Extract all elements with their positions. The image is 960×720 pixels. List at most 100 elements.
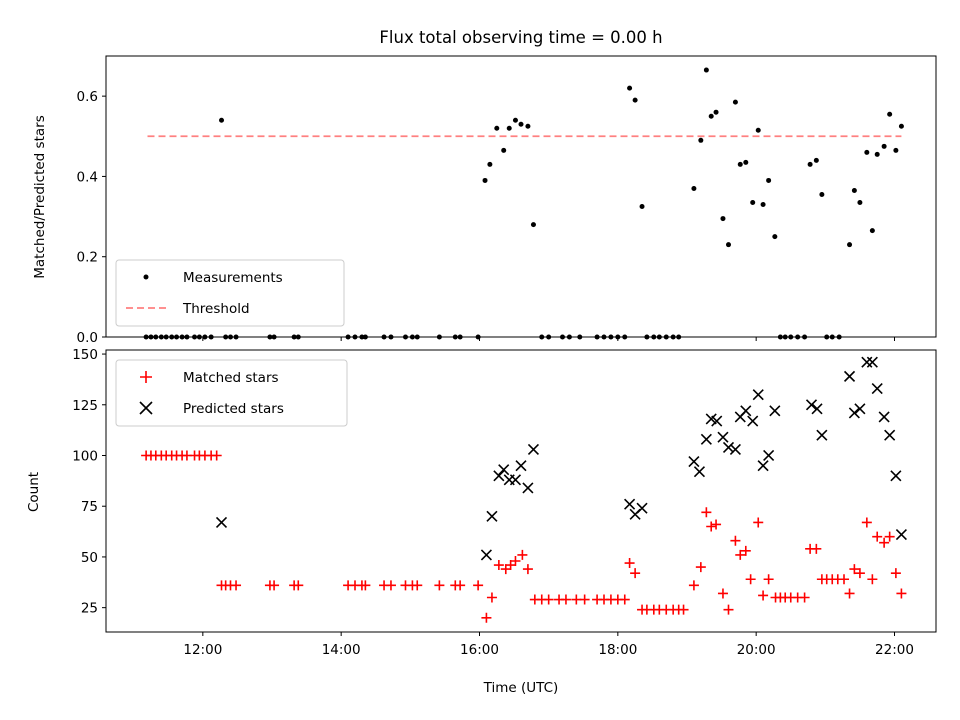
- data-point: [522, 564, 533, 575]
- bottom-xtick-label: 22:00: [875, 642, 914, 658]
- data-point: [211, 450, 222, 461]
- data-point: [857, 200, 863, 206]
- data-point: [518, 121, 524, 127]
- data-point: [763, 449, 775, 462]
- data-point: [231, 580, 242, 591]
- data-point: [619, 594, 630, 605]
- top-ytick-label: 0.2: [77, 250, 98, 266]
- data-point: [506, 125, 512, 131]
- data-point: [839, 574, 850, 585]
- data-point: [884, 531, 895, 542]
- data-point: [722, 441, 735, 453]
- data-point: [864, 149, 870, 155]
- data-point: [486, 510, 498, 522]
- data-point: [737, 161, 743, 167]
- data-point: [688, 456, 700, 468]
- data-point: [678, 604, 689, 615]
- data-point: [735, 549, 746, 560]
- data-point: [713, 109, 719, 115]
- legend-label: Measurements: [183, 270, 283, 286]
- data-point: [624, 498, 636, 510]
- data-point: [711, 415, 723, 427]
- data-point: [501, 147, 507, 153]
- data-point: [412, 580, 423, 591]
- data-point: [636, 502, 648, 514]
- data-point: [732, 99, 738, 105]
- data-point: [848, 407, 860, 419]
- bottom-xtick-label: 14:00: [322, 642, 361, 658]
- data-point: [385, 580, 396, 591]
- data-point: [695, 562, 706, 573]
- chart-title: Flux total observing time = 0.00 h: [379, 28, 662, 47]
- data-point: [717, 588, 728, 599]
- data-point: [522, 482, 534, 494]
- bottom-xtick-label: 18:00: [598, 642, 637, 658]
- data-point: [740, 545, 751, 556]
- top-ytick-label: 0.6: [77, 89, 98, 105]
- data-point: [579, 594, 590, 605]
- data-point: [861, 517, 872, 528]
- data-point: [890, 568, 901, 579]
- data-point: [896, 588, 907, 599]
- data-point: [757, 460, 769, 472]
- data-point: [871, 382, 883, 395]
- data-point: [752, 389, 764, 401]
- data-point: [763, 574, 774, 585]
- data-point: [481, 612, 492, 623]
- data-point: [811, 403, 823, 415]
- legend-label: Matched stars: [183, 370, 279, 386]
- top-series-measurements: [143, 67, 904, 340]
- bottom-xtick-label: 12:00: [183, 642, 222, 658]
- bottom-legend: Matched stars Predicted stars: [115, 359, 348, 427]
- legend-marker: [143, 274, 149, 280]
- legend-frame: [115, 359, 348, 427]
- data-point: [874, 151, 880, 157]
- bottom-xlabel: Time (UTC): [483, 680, 559, 696]
- data-point: [890, 470, 902, 482]
- data-point: [729, 443, 741, 455]
- data-point: [811, 543, 822, 554]
- data-point: [726, 242, 731, 248]
- data-point: [630, 568, 641, 579]
- bottom-axes-frame: [105, 349, 937, 633]
- data-point: [854, 568, 865, 579]
- data-point: [878, 411, 890, 423]
- data-point: [730, 535, 741, 546]
- legend-marker: [139, 401, 153, 415]
- data-point: [766, 177, 772, 183]
- data-point: [819, 191, 825, 197]
- data-point: [872, 531, 883, 542]
- data-point: [624, 558, 635, 569]
- data-point: [708, 113, 714, 119]
- data-point: [482, 177, 488, 183]
- data-point: [627, 85, 633, 91]
- top-legend: Measurements Threshold: [115, 259, 345, 327]
- data-point: [494, 125, 500, 131]
- data-point: [360, 580, 371, 591]
- data-point: [498, 464, 510, 476]
- bottom-ytick-label: 50: [81, 550, 98, 566]
- data-point: [691, 185, 697, 191]
- data-point: [493, 560, 504, 571]
- bottom-ytick-label: 150: [72, 347, 98, 363]
- data-point: [517, 549, 528, 560]
- bottom-ytick-label: 75: [81, 499, 98, 515]
- data-point: [799, 592, 810, 603]
- data-point: [861, 356, 873, 368]
- data-point: [805, 399, 818, 411]
- data-point: [717, 431, 729, 443]
- data-point: [215, 516, 228, 529]
- data-point: [844, 588, 855, 599]
- data-point: [747, 415, 759, 427]
- data-point: [473, 580, 484, 591]
- bottom-xtick-label: 16:00: [460, 642, 499, 658]
- data-point: [813, 157, 819, 163]
- data-point: [743, 159, 749, 165]
- data-point: [879, 537, 890, 548]
- bottom-panel-star-counts: 25 50 75 100 125 150 12:00 14:00 16:00 18:00 20:00…: [72, 347, 937, 658]
- data-point: [688, 580, 699, 591]
- data-point: [560, 594, 571, 605]
- data-point: [884, 429, 896, 441]
- legend-frame: [115, 259, 345, 327]
- bottom-series-matched-stars: [141, 450, 907, 623]
